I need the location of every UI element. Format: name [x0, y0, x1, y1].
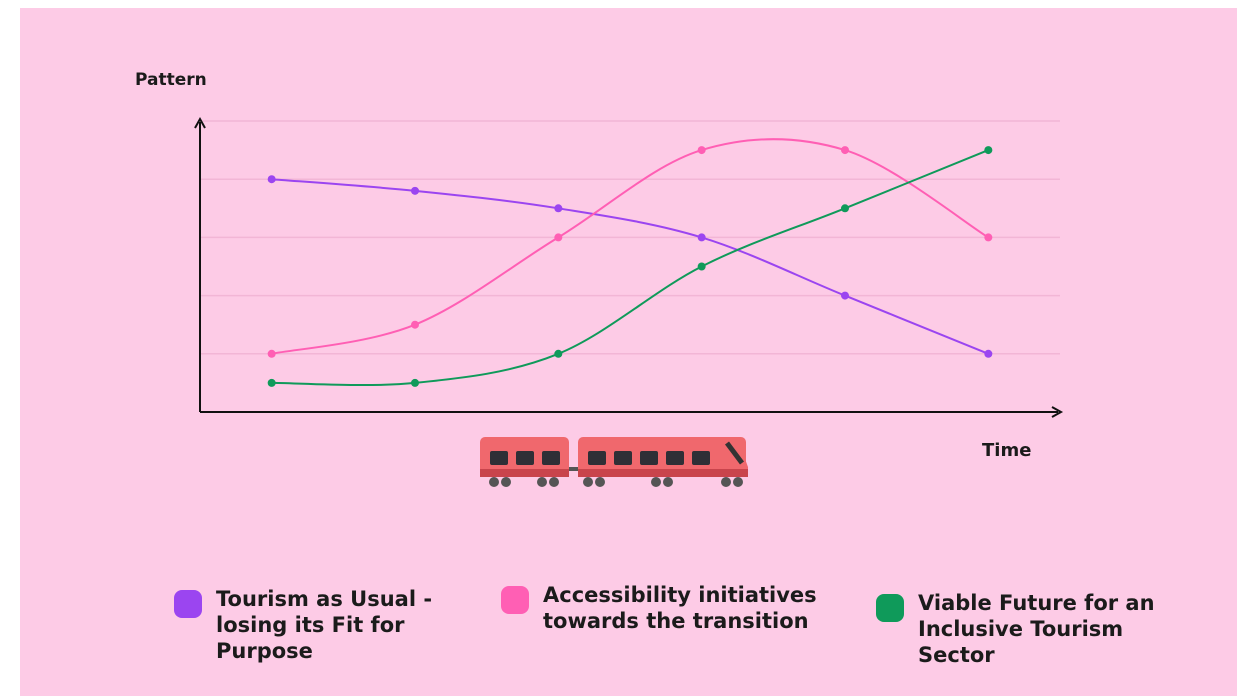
data-point	[984, 349, 993, 358]
data-point	[697, 262, 706, 271]
data-point	[267, 349, 276, 358]
data-point	[554, 233, 563, 242]
background	[20, 8, 1237, 696]
y-axis-label: Pattern	[135, 70, 207, 90]
series-line	[271, 138, 989, 355]
data-point	[554, 204, 563, 213]
data-point	[411, 186, 419, 195]
legend-item: Accessibility initiatives towards the tr…	[501, 582, 853, 634]
data-point	[984, 233, 993, 242]
y-arrow	[194, 116, 206, 129]
legend-swatch	[174, 590, 202, 618]
data-point	[267, 378, 276, 387]
legend-swatch	[876, 594, 904, 622]
data-point	[697, 146, 706, 155]
data-point	[267, 175, 276, 184]
series-line	[271, 178, 989, 355]
legend-label: Accessibility initiatives towards the tr…	[543, 583, 817, 633]
data-point	[841, 146, 849, 155]
train-icon	[480, 437, 748, 487]
x-arrow	[1051, 406, 1064, 418]
data-point	[984, 146, 993, 155]
data-point	[841, 204, 849, 213]
data-point	[697, 233, 706, 242]
legend-swatch	[501, 586, 529, 614]
data-point	[411, 320, 419, 329]
axes	[194, 116, 1064, 418]
data-point	[411, 378, 419, 387]
data-point	[841, 291, 849, 300]
x-axis-label: Time	[982, 440, 1031, 461]
legend-item: Viable Future for an Inclusive Tourism S…	[876, 590, 1158, 668]
legend-item: Tourism as Usual - losing its Fit for Pu…	[174, 586, 466, 664]
legend-label: Tourism as Usual - losing its Fit for Pu…	[216, 587, 433, 663]
series-line	[271, 149, 989, 387]
plot	[267, 138, 993, 387]
data-point	[554, 349, 563, 358]
legend-label: Viable Future for an Inclusive Tourism S…	[918, 591, 1155, 667]
